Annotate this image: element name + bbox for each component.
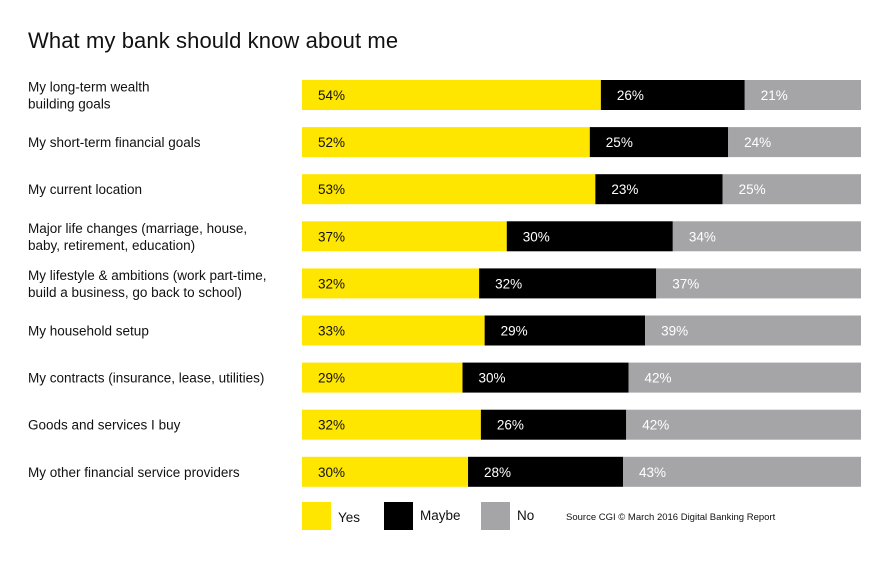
source-note: Source CGI © March 2016 Digital Banking … (566, 512, 776, 523)
bar-segment-yes (302, 409, 481, 440)
chart-row: Goods and services I buy 32% 26% 42% (28, 409, 861, 440)
category-label-line: building goals (28, 97, 111, 112)
chart-row: My contracts (insurance, lease, utilitie… (28, 362, 861, 393)
chart-rows: My long-term wealth building goals 54% 26% 2… (28, 80, 861, 487)
bar-segment-maybe (600, 80, 745, 110)
bar-segment-maybe (480, 409, 627, 440)
category-label-line: Major life changes (marriage, house, (28, 221, 247, 236)
data-label-maybe: 26% (617, 88, 644, 103)
bar-segment-yes (302, 174, 596, 205)
category-label: My short-term financial goals (28, 135, 201, 150)
bar-segment-maybe (468, 456, 624, 487)
chart-row: My current location 53% 23% 25% (28, 174, 861, 205)
data-label-no: 39% (661, 324, 688, 339)
data-label-yes: 30% (318, 465, 345, 480)
category-label-line: My household setup (28, 324, 149, 339)
category-label: My other financial service providers (28, 465, 240, 480)
category-label-line: My current location (28, 182, 142, 197)
chart-row: My short-term financial goals 52% 25% 24% (28, 127, 861, 158)
bar-segment-yes (302, 456, 469, 487)
data-label-maybe: 29% (501, 324, 528, 339)
chart-row: My household setup 33% 29% 39% (28, 315, 861, 346)
bar-segment-maybe (589, 127, 729, 158)
data-label-maybe: 23% (611, 182, 638, 197)
bar-segment-no (623, 456, 861, 487)
data-label-yes: 54% (318, 88, 345, 103)
bar-segment-no (626, 409, 861, 440)
data-label-maybe: 26% (497, 418, 524, 433)
bar-segment-no (672, 221, 861, 252)
bar-segment-maybe (484, 315, 646, 346)
bar-segment-no (628, 362, 861, 393)
bar-segment-yes (302, 221, 507, 252)
category-label: My household setup (28, 324, 149, 339)
category-label-line: My short-term financial goals (28, 135, 201, 150)
data-label-maybe: 32% (495, 276, 522, 291)
data-label-maybe: 30% (479, 371, 506, 386)
category-label-line: build a business, go back to school) (28, 285, 242, 300)
bar-segment-yes (302, 362, 463, 393)
data-label-yes: 29% (318, 371, 345, 386)
data-label-no: 24% (744, 135, 771, 150)
category-label-line: My other financial service providers (28, 465, 240, 480)
chart-row: Major life changes (marriage, house, baby… (28, 221, 861, 253)
bar-segment-yes (302, 80, 601, 110)
data-label-no: 42% (645, 371, 672, 386)
bar-segment-yes (302, 315, 485, 346)
legend-label-no: No (517, 508, 534, 523)
legend-swatch-yes (302, 502, 331, 530)
category-label-line: baby, retirement, education) (28, 238, 195, 253)
chart-row: My other financial service providers 30% 2… (28, 456, 861, 487)
chart-row: My long-term wealth building goals 54% 26% 2… (28, 80, 861, 112)
data-label-maybe: 30% (523, 229, 550, 244)
legend-label-yes: Yes (338, 510, 360, 525)
category-label: My lifestyle & ambitions (work part-time… (28, 268, 267, 300)
legend-label-maybe: Maybe (420, 508, 461, 523)
data-label-yes: 32% (318, 418, 345, 433)
bar-segment-no (645, 315, 861, 346)
bar-segment-no (744, 80, 861, 110)
category-label-line: Goods and services I buy (28, 418, 181, 433)
bar-segment-maybe (506, 221, 673, 252)
bar-segment-no (722, 174, 861, 205)
data-label-yes: 37% (318, 229, 345, 244)
data-label-no: 42% (642, 418, 669, 433)
data-label-no: 21% (761, 88, 788, 103)
bar-segment-yes (302, 268, 480, 299)
data-label-yes: 52% (318, 135, 345, 150)
category-label-line: My long-term wealth (28, 80, 150, 95)
category-label: Goods and services I buy (28, 418, 181, 433)
category-label-line: My lifestyle & ambitions (work part-time… (28, 268, 267, 283)
data-label-yes: 33% (318, 324, 345, 339)
chart-legend: Yes Maybe No (302, 502, 534, 530)
bar-segment-maybe (479, 268, 657, 299)
data-label-no: 43% (639, 465, 666, 480)
category-label: My contracts (insurance, lease, utilitie… (28, 371, 264, 386)
data-label-maybe: 25% (606, 135, 633, 150)
chart-title: What my bank should know about me (28, 28, 399, 53)
bar-segment-maybe (462, 362, 629, 393)
category-label: Major life changes (marriage, house, baby… (28, 221, 247, 253)
bar-segment-maybe (595, 174, 723, 205)
data-label-yes: 32% (318, 276, 345, 291)
bar-segment-yes (302, 127, 590, 158)
chart-row: My lifestyle & ambitions (work part-time… (28, 268, 861, 300)
data-label-yes: 53% (318, 182, 345, 197)
category-label: My current location (28, 182, 142, 197)
bar-segment-no (728, 127, 861, 158)
category-label-line: My contracts (insurance, lease, utilitie… (28, 371, 264, 386)
category-label: My long-term wealth building goals (28, 80, 150, 112)
data-label-no: 34% (689, 229, 716, 244)
data-label-no: 25% (739, 182, 766, 197)
legend-swatch-maybe (384, 502, 413, 530)
bar-segment-no (656, 268, 861, 299)
legend-swatch-no (481, 502, 510, 530)
data-label-maybe: 28% (484, 465, 511, 480)
data-label-no: 37% (672, 276, 699, 291)
